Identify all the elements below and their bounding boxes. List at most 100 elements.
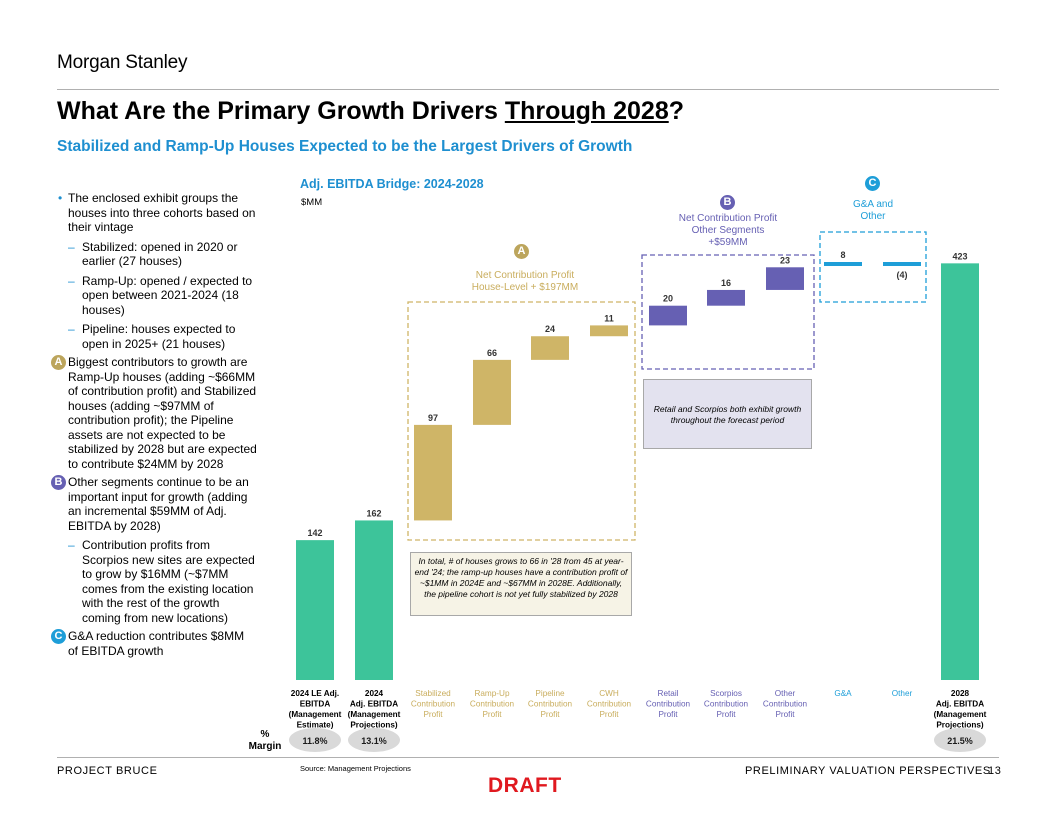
category-label-9: G&A (834, 689, 852, 698)
bar-9 (824, 262, 862, 266)
category-label-3: Ramp-Up (474, 689, 509, 698)
sub-bullet-stabilized: – Stabilized: opened in 2020 or earlier (… (57, 240, 257, 269)
page-subtitle: Stabilized and Ramp-Up Houses Expected t… (57, 138, 633, 155)
sub-bullet-text: Stabilized: opened in 2020 or earlier (2… (82, 239, 238, 269)
value-label-7: 16 (721, 278, 731, 288)
bullet-ga-reduction: C G&A reduction contributes $8MM of EBITD… (51, 629, 257, 658)
category-label-0: (Management (289, 710, 342, 719)
category-label-11: Projections) (936, 721, 984, 730)
category-label-10: Other (892, 689, 913, 698)
value-label-3: 66 (487, 348, 497, 358)
margin-row-label: % Margin (242, 729, 288, 753)
margin-value-1: 13.1% (361, 736, 387, 746)
category-label-1: Projections) (350, 721, 398, 730)
note-segments: Retail and Scorpios both exhibit growth … (643, 379, 812, 449)
dash-marker: – (68, 322, 75, 336)
group-c-label: G&A and Other (833, 199, 913, 223)
sub-bullet-ramp-up: – Ramp-Up: opened / expected to open betw… (57, 274, 257, 318)
bullet-biggest-contributors: A Biggest contributors to growth are Ramp… (51, 355, 257, 471)
category-label-7: Profit (716, 710, 736, 719)
category-label-11: Adj. EBITDA (936, 700, 984, 709)
group-a-badge: A (514, 244, 529, 259)
category-label-6: Profit (658, 710, 678, 719)
margin-value-0: 11.8% (302, 736, 327, 746)
chart-source: Source: Management Projections (300, 764, 411, 773)
sub-bullet-text: Contribution profits from Scorpios new s… (82, 538, 255, 625)
bar-10 (883, 262, 921, 266)
marker-c-badge: C (51, 629, 66, 644)
category-label-6: Retail (658, 689, 679, 698)
margin-value-11: 21.5% (947, 736, 973, 746)
margin-label-line: % (260, 729, 270, 740)
bar-1 (355, 520, 393, 680)
chart-title: Adj. EBITDA Bridge: 2024-2028 (300, 177, 484, 191)
sub-bullet-scorpios: – Contribution profits from Scorpios new … (57, 538, 257, 625)
footer-section-name: PRELIMINARY VALUATION PERSPECTIVES (745, 765, 991, 777)
category-label-3: Contribution (470, 700, 515, 709)
title-suffix: ? (668, 97, 685, 125)
dash-marker: – (68, 239, 75, 254)
category-label-0: Estimate) (297, 721, 334, 730)
group-c-box (819, 231, 927, 303)
title-underlined: Through 2028 (504, 97, 669, 125)
category-label-6: Contribution (646, 700, 691, 709)
value-label-11: 423 (952, 251, 967, 261)
margin-pill-1 (348, 728, 400, 752)
footer-divider (57, 757, 999, 758)
value-label-8: 23 (780, 255, 790, 265)
category-label-8: Other (775, 689, 796, 698)
group-b-label-line: Other Segments (691, 225, 765, 236)
bullet-text: The enclosed exhibit groups the houses i… (68, 191, 256, 234)
bullet-other-segments: B Other segments continue to be an import… (51, 475, 257, 533)
category-label-2: Stabilized (415, 689, 451, 698)
value-label-4: 24 (545, 324, 555, 334)
category-label-1: 2024 (365, 689, 384, 698)
sub-bullet-pipeline: – Pipeline: houses expected to open in 20… (57, 322, 257, 351)
category-label-4: Pipeline (535, 689, 565, 698)
category-label-1: Adj. EBITDA (350, 700, 398, 709)
sub-bullet-text: Pipeline: houses expected to open in 202… (82, 322, 236, 351)
value-label-9: 8 (840, 250, 845, 260)
bar-7 (707, 289, 745, 306)
category-label-7: Contribution (704, 700, 749, 709)
value-label-10: (4) (897, 270, 908, 280)
footer-page-number: 13 (988, 765, 1002, 777)
category-label-8: Profit (775, 710, 795, 719)
bullet-cohorts: • The enclosed exhibit groups the houses … (57, 191, 257, 235)
category-label-3: Profit (482, 710, 502, 719)
note-house-count: In total, # of houses grows to 66 in '28… (410, 552, 632, 616)
category-label-0: 2024 LE Adj. (291, 689, 339, 698)
group-c-label-line: Other (860, 211, 886, 222)
title-prefix: What Are the Primary Growth Drivers (57, 97, 505, 125)
category-label-5: Profit (599, 710, 619, 719)
group-b-badge: B (720, 195, 735, 210)
bullet-text: Other segments continue to be an importa… (68, 475, 249, 533)
draft-watermark: DRAFT (488, 774, 562, 797)
marker-b-badge: B (51, 475, 66, 490)
sub-bullet-text: Ramp-Up: opened / expected to open betwe… (82, 273, 253, 317)
bar-11 (941, 263, 979, 680)
group-b-label: Net Contribution Profit Other Segments +… (642, 213, 814, 249)
category-label-1: (Management (348, 710, 401, 719)
category-label-5: CWH (599, 689, 619, 698)
value-label-1: 162 (366, 508, 381, 518)
category-label-8: Contribution (763, 700, 808, 709)
category-label-5: Contribution (587, 700, 632, 709)
group-b-label-line: +$59MM (708, 237, 748, 248)
dash-marker: – (68, 538, 75, 552)
footer-project-name: PROJECT BRUCE (57, 765, 158, 777)
category-label-4: Profit (540, 710, 560, 719)
marker-a-badge: A (51, 355, 66, 370)
group-b-box (641, 254, 815, 370)
group-c-label-line: G&A and (852, 199, 894, 210)
group-a-label-line: Net Contribution Profit (475, 270, 575, 281)
morgan-stanley-logo: Morgan Stanley (57, 52, 188, 73)
margin-pill-11 (934, 728, 986, 752)
category-label-11: 2028 (951, 689, 970, 698)
value-label-2: 97 (428, 413, 438, 423)
bar-0 (296, 540, 334, 680)
bar-3 (473, 359, 511, 425)
bar-2 (414, 424, 452, 521)
commentary-panel: • The enclosed exhibit groups the houses … (51, 191, 257, 658)
